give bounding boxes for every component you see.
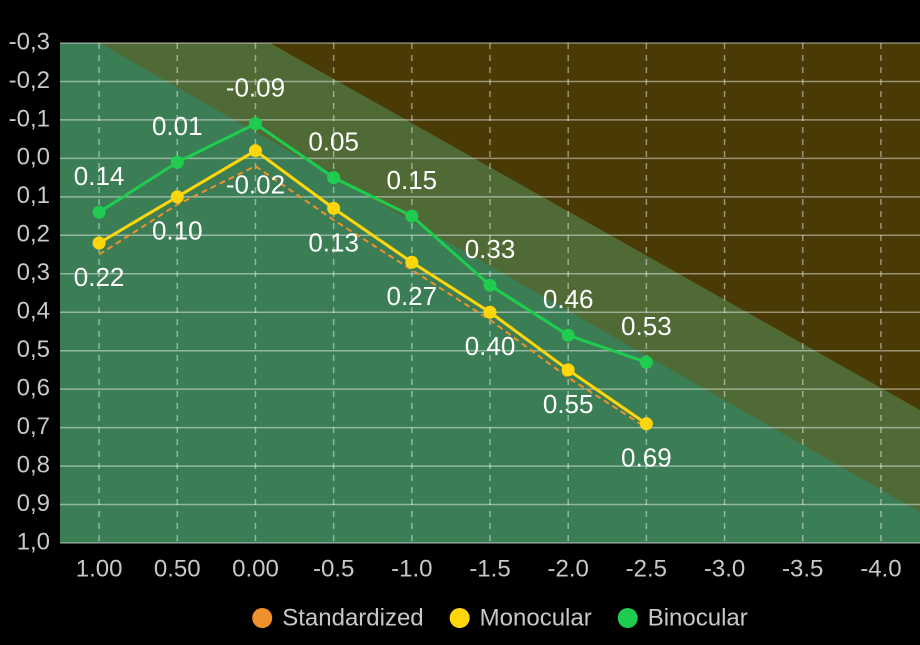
y-tick-label: -0,1	[9, 105, 50, 132]
y-tick-label: 0,9	[17, 490, 50, 517]
data-point	[327, 171, 341, 185]
data-point	[248, 117, 262, 131]
x-tick-label: -1.5	[469, 555, 510, 582]
data-label: 0.27	[387, 281, 438, 311]
data-point	[483, 278, 497, 292]
data-label: 0.14	[74, 161, 125, 191]
data-point	[483, 305, 497, 319]
y-tick-label: -0,2	[9, 67, 50, 94]
data-point	[561, 363, 575, 377]
data-label: 0.69	[621, 443, 672, 473]
data-point	[92, 205, 106, 219]
x-tick-label: 1.00	[76, 555, 123, 582]
legend: Standardized Monocular Binocular	[252, 604, 748, 631]
y-tick-label: 0,7	[17, 413, 50, 440]
legend-marker	[252, 608, 273, 628]
data-point	[170, 190, 184, 204]
x-tick-label: 0.50	[154, 555, 201, 582]
data-point	[405, 209, 419, 223]
y-tick-label: 0,4	[17, 298, 50, 325]
zone-band	[100, 43, 920, 512]
data-point	[639, 417, 653, 431]
data-label: 0.55	[543, 389, 594, 419]
x-tick-label: 0.00	[232, 555, 279, 582]
y-tick-label: 0,2	[17, 221, 50, 248]
legend-marker	[449, 608, 470, 628]
y-tick-label: -0,3	[9, 28, 50, 55]
x-tick-label: -4.0	[860, 555, 901, 582]
data-label: 0.53	[621, 311, 672, 341]
data-label: -0.09	[226, 73, 285, 103]
data-label: 0.13	[308, 227, 359, 257]
x-tick-label: -3.0	[704, 555, 745, 582]
labels: -0,3 -0,2 -0,1 0,0 0,1 0,2 0,3 0,4 0,5 0,6 0,7 0,8 0…	[9, 28, 902, 582]
series-lines	[92, 117, 653, 431]
legend-marker	[617, 608, 638, 628]
data-label: 0.10	[152, 216, 203, 246]
zone-band	[270, 43, 920, 410]
data-point	[639, 355, 653, 369]
y-tick-label: 0,0	[17, 144, 50, 171]
data-label: 0.01	[152, 111, 203, 141]
series-line	[98, 149, 648, 426]
series-line	[98, 122, 647, 364]
legend-label: Monocular	[480, 604, 592, 631]
x-tick-label: -2.0	[548, 555, 589, 582]
data-point	[327, 201, 341, 215]
x-tick-label: -2.5	[626, 555, 667, 582]
series-line	[98, 165, 647, 429]
y-tick-label: 0,6	[17, 374, 50, 401]
y-tick-label: 0,3	[17, 259, 50, 286]
data-label: 0.46	[543, 284, 594, 314]
data-label: 0.22	[74, 262, 125, 292]
data-point	[561, 328, 575, 342]
legend-label: Binocular	[648, 604, 748, 631]
data-label: -0.02	[226, 170, 285, 200]
y-tick-label: 0,8	[17, 451, 50, 478]
y-tick-label: 0,5	[17, 336, 50, 363]
data-point	[170, 155, 184, 169]
y-tick-label: 1,0	[17, 528, 50, 555]
x-tick-label: -3.5	[782, 555, 823, 582]
legend-label: Standardized	[282, 604, 423, 631]
x-tick-label: -0.5	[313, 555, 354, 582]
y-tick-label: 0,1	[17, 182, 50, 209]
data-label: 0.40	[465, 331, 516, 361]
data-point	[248, 144, 262, 158]
data-point	[92, 236, 106, 250]
data-label: 0.05	[308, 126, 359, 156]
data-label: 0.15	[387, 165, 438, 195]
data-point	[405, 255, 419, 269]
x-tick-label: -1.0	[391, 555, 432, 582]
data-label: 0.33	[465, 234, 516, 264]
